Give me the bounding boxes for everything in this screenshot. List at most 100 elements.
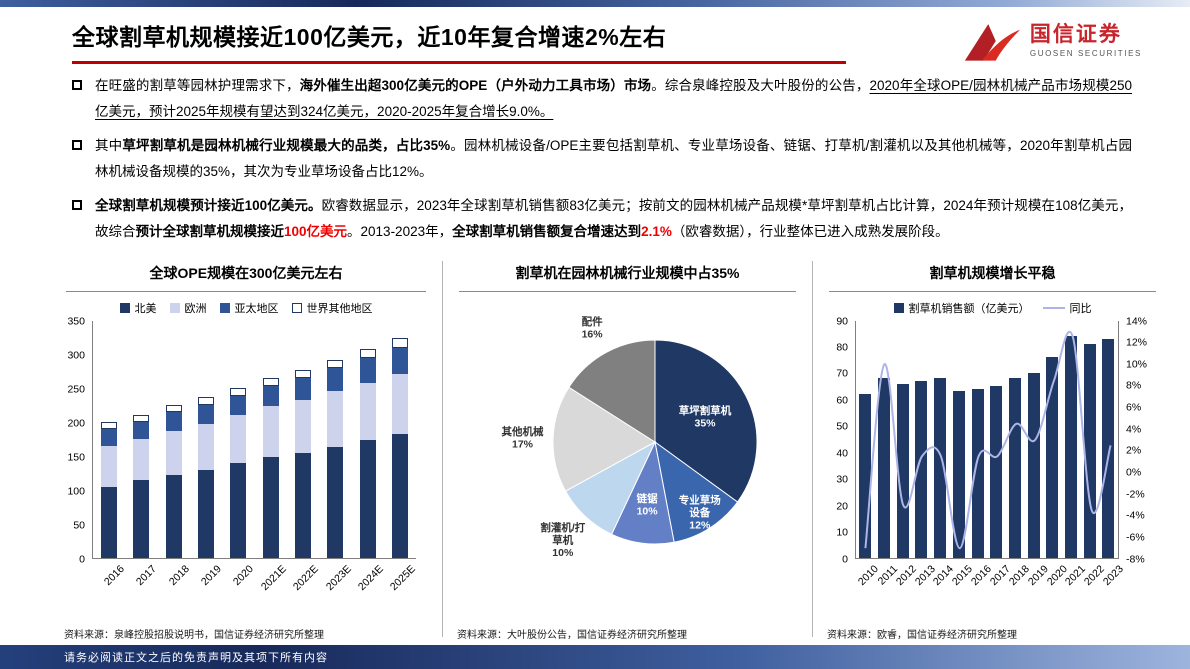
bar-segment (198, 405, 215, 425)
y-tick-label-right: -8% (1126, 552, 1145, 565)
y-tick-label: 60 (836, 394, 848, 407)
text-segment: 2020年全球OPE/园林机械产品市场规模250亿美元，预计2025年规模有望达… (95, 78, 1133, 119)
bar-segment (391, 373, 408, 434)
y-tick-label: 40 (836, 446, 848, 459)
bar-segment (359, 348, 376, 359)
bar-segment (1083, 343, 1096, 558)
bar-segment (198, 396, 215, 406)
x-tick-label: 2018 (166, 563, 192, 589)
bar-segment (327, 368, 344, 392)
x-tick: 2013 (912, 559, 937, 597)
pie-slice (654, 440, 739, 543)
bar-segment (262, 377, 279, 387)
bullet-item: 在旺盛的割草等园林护理需求下，海外催生出超300亿美元的OPE（户外动力工具市场… (72, 73, 1132, 125)
bar-segment (294, 377, 311, 400)
bar (1065, 335, 1078, 558)
bullet-item: 全球割草机规模预计接近100亿美元。欧睿数据显示，2023年全球割草机销售额83… (72, 193, 1132, 245)
pie-label: 草坪割草机 35% (679, 404, 732, 430)
legend-swatch (219, 303, 230, 313)
bar-segment (294, 399, 311, 453)
x-tick-label: 2017 (134, 563, 160, 589)
y-tick-label-right: -4% (1126, 509, 1145, 522)
legend-label: 亚太地区 (234, 303, 279, 315)
bar-segment (934, 378, 947, 558)
bar (915, 380, 928, 558)
x-tick: 2016 (100, 559, 127, 597)
legend-swatch (893, 303, 904, 313)
bar (896, 383, 909, 558)
text-segment: 。2013-2023年， (347, 224, 453, 239)
x-tick: 2024E (356, 559, 386, 597)
bar-segment (230, 462, 247, 558)
text-segment: （欧睿数据），行业整体已进入成熟发展阶段。 (671, 224, 949, 239)
stacked-bar (165, 404, 182, 558)
text-segment: 欧睿数据显示，2023年全球割草机销售额83亿美元；按前文的园林机械产品规模*草… (95, 198, 1132, 239)
y-tick-label: 200 (67, 416, 85, 429)
bar-segment (1102, 338, 1115, 558)
legend-label: 世界其他地区 (306, 303, 373, 315)
text-segment: 海外催生出超300亿美元的OPE（户外动力工具市场）市场 (299, 78, 652, 93)
vertical-divider (442, 261, 443, 637)
bar (1008, 378, 1021, 558)
bar-segment (1027, 372, 1040, 558)
bar-segment (391, 348, 408, 374)
y-tick-label: 300 (67, 348, 85, 361)
stacked-bar (230, 388, 247, 558)
legend-swatch (169, 303, 180, 313)
y-tick-label-right: 10% (1126, 358, 1148, 371)
x-tick: 2019 (197, 559, 224, 597)
x-tick-label: 2024E (355, 563, 386, 593)
bar-segment (165, 430, 182, 475)
pie-label: 配件 16% (582, 315, 604, 341)
x-tick: 2023 (1101, 559, 1126, 597)
y-tick-label: 20 (836, 499, 848, 512)
bar-segment (327, 447, 344, 558)
top-accent-bar (0, 0, 1190, 7)
x-tick: 2012 (894, 559, 919, 597)
plot-canvas-combo (855, 321, 1119, 559)
bar-segment (101, 428, 118, 446)
bar (1083, 343, 1096, 558)
bar-segment (878, 378, 891, 558)
x-tick-label: 2021E (258, 563, 289, 593)
bar-segment (990, 386, 1003, 558)
bar-segment (391, 337, 408, 349)
x-tick: 2022E (291, 559, 321, 597)
bar-segment (952, 391, 965, 558)
bullet-marker-icon (72, 80, 82, 90)
x-tick-label: 2022E (291, 563, 322, 593)
x-axis-labels-combo: 2010 2011 2012 2013 2014 2015 2016 2017 2018 2019… (855, 559, 1126, 597)
logo-name-en: GUOSEN SECURITIES (1029, 49, 1142, 58)
chart-ope-stacked-bar: 全球OPE规模在300亿美元左右 北美 欧洲 亚太地区 世界其他地区 0 50 100 15… (62, 257, 430, 645)
bar-segment (165, 412, 182, 431)
pie-slice (552, 386, 656, 492)
x-tick-label: 2020 (231, 563, 257, 589)
logo-name-cn: 国信证券 (1029, 23, 1122, 46)
legend-line-swatch (1042, 307, 1065, 309)
plot-area-combo: 0 10 20 30 40 50 60 70 80 90 -8% -6% -4% -2% 0% 2% 4% 6%… (825, 316, 1160, 564)
y-tick-label: 150 (67, 450, 85, 463)
y-tick-label: 10 (836, 526, 848, 539)
y-tick-label: 50 (836, 420, 848, 433)
bullet-marker-icon (72, 200, 82, 210)
legend-label: 北美 (134, 303, 157, 315)
x-tick: 2023E (323, 559, 353, 597)
stacked-bar (101, 422, 118, 558)
chart-legend-ope: 北美 欧洲 亚太地区 世界其他地区 (62, 292, 430, 321)
bar-segment (359, 358, 376, 383)
charts-row: 全球OPE规模在300亿美元左右 北美 欧洲 亚太地区 世界其他地区 0 50 100 15… (0, 253, 1190, 645)
text-segment: 在旺盛的割草等园林护理需求下， (95, 78, 300, 93)
pie-label: 其他机械 17% (502, 425, 544, 451)
y-tick-label: 100 (67, 484, 85, 497)
text-segment: 全球割草机规模预计接近100亿美元。 (95, 198, 322, 213)
bar-segment (165, 404, 182, 413)
source-note-ope: 资料来源：泉峰控股招股说明书，国信证券经济研究所整理 (64, 630, 324, 641)
x-tick-label: 2019 (198, 563, 224, 589)
x-tick: 2018 (165, 559, 191, 597)
footer-disclaimer-bar: 请务必阅读正文之后的免责声明及其项下所有内容 (0, 645, 1190, 669)
y-tick-label: 350 (67, 314, 85, 327)
bar-segment (101, 445, 118, 487)
text-segment: 预计全球割草机规模接近 (135, 224, 285, 239)
chart-title-pie: 割草机在园林机械行业规模中占35% (459, 257, 796, 292)
pie-slice (568, 339, 656, 443)
